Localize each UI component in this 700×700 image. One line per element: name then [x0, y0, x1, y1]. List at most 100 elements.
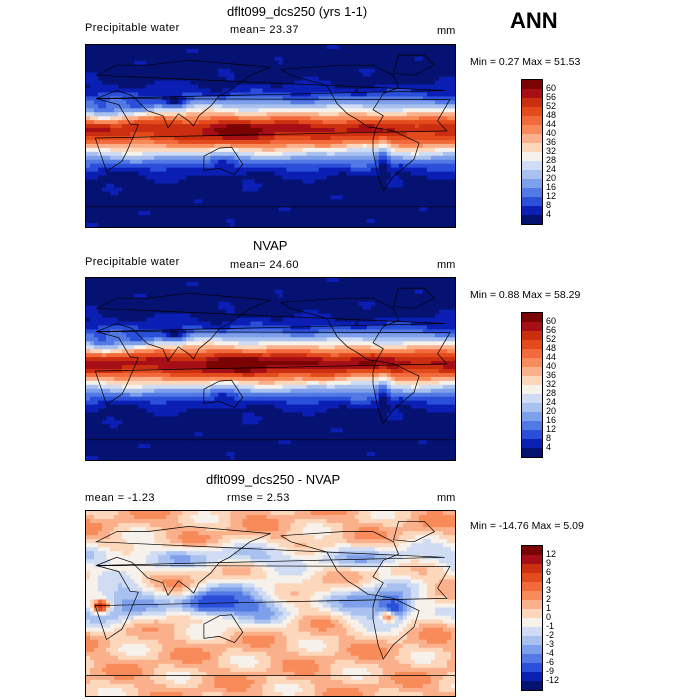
colorbar-tick-label: 28	[546, 387, 557, 398]
colorbar-tick-label: 9	[546, 557, 552, 568]
coastline	[372, 360, 420, 425]
panel2-title: NVAP	[253, 238, 288, 253]
colorbar-tick-label: 52	[546, 100, 557, 111]
colorbar-swatch	[522, 654, 542, 663]
colorbar-swatch	[522, 546, 542, 555]
colorbar-swatch	[522, 394, 542, 403]
colorbar-swatch	[522, 439, 542, 448]
colorbar-swatch	[522, 134, 542, 143]
panel3-field	[86, 511, 455, 696]
panel3-title: dflt099_dcs250 - NVAP	[206, 472, 341, 487]
colorbar-tick-label: -6	[546, 656, 555, 667]
colorbar-tick-label: -4	[546, 647, 555, 658]
coastline	[372, 127, 420, 192]
colorbar-swatch	[522, 98, 542, 107]
colorbar-tick-label: -3	[546, 638, 555, 649]
colorbar-tick-label: 8	[546, 432, 552, 443]
colorbar-tick-label: 56	[546, 324, 557, 335]
colorbar-swatch	[522, 143, 542, 152]
coastline	[203, 379, 244, 408]
colorbar-tick-label: 0	[546, 611, 552, 622]
colorbar-tick-label: 24	[546, 163, 557, 174]
colorbar-tick-label: 16	[546, 414, 557, 425]
panel2-colorbar	[521, 312, 543, 458]
colorbar-tick-label: 36	[546, 136, 557, 147]
panel2-minmax: Min = 0.88 Max = 58.29	[470, 289, 581, 301]
colorbar-swatch	[522, 188, 542, 197]
colorbar-tick-label: 12	[546, 548, 557, 559]
panel3-mean: mean = -1.23	[85, 492, 155, 504]
coastline	[393, 287, 436, 309]
colorbar-swatch	[522, 403, 542, 412]
colorbar-tick-label: 24	[546, 396, 557, 407]
colorbar-tick-label: 4	[546, 575, 552, 586]
colorbar-tick-label: 48	[546, 109, 557, 120]
colorbar-swatch	[522, 421, 542, 430]
colorbar-tick-label: -12	[546, 674, 560, 685]
colorbar-swatch	[522, 412, 542, 421]
panel1-colorbar	[521, 79, 543, 225]
colorbar-swatch	[522, 215, 542, 224]
panel1-variable: Precipitable water	[85, 22, 180, 34]
panel2-units: mm	[437, 259, 456, 271]
panel1-minmax: Min = 0.27 Max = 51.53	[470, 56, 581, 68]
colorbar-tick-label: 12	[546, 190, 557, 201]
panel3-units: mm	[437, 492, 456, 504]
colorbar-swatch	[522, 609, 542, 618]
colorbar-tick-label: -2	[546, 629, 555, 640]
colorbar-swatch	[522, 367, 542, 376]
colorbar-tick-label: 48	[546, 342, 557, 353]
coastline	[203, 614, 244, 644]
colorbar-tick-label: 20	[546, 405, 557, 416]
colorbar-tick-label: 56	[546, 91, 557, 102]
colorbar-swatch	[522, 564, 542, 573]
panel3-map	[85, 510, 456, 697]
colorbar-tick-label: 60	[546, 82, 557, 93]
colorbar-swatch	[522, 600, 542, 609]
coastline	[393, 520, 436, 543]
panel2-map	[85, 277, 456, 461]
panel3-colorbar	[521, 545, 543, 691]
colorbar-tick-label: -9	[546, 665, 555, 676]
panel2-field	[86, 278, 455, 460]
colorbar-swatch	[522, 591, 542, 600]
colorbar-swatch	[522, 376, 542, 385]
colorbar-tick-label: 36	[546, 369, 557, 380]
season-label: ANN	[510, 8, 558, 33]
colorbar-swatch	[522, 448, 542, 457]
colorbar-tick-label: 16	[546, 181, 557, 192]
colorbar-tick-label: 52	[546, 333, 557, 344]
colorbar-tick-label: 32	[546, 378, 557, 389]
panel1-map	[85, 44, 456, 228]
coastline	[96, 59, 445, 129]
colorbar-tick-label: 32	[546, 145, 557, 156]
coastline	[280, 531, 400, 596]
colorbar-tick-label: 44	[546, 351, 557, 362]
colorbar-swatch	[522, 681, 542, 690]
colorbar-swatch	[522, 197, 542, 206]
colorbar-swatch	[522, 152, 542, 161]
colorbar-tick-label: 20	[546, 172, 557, 183]
colorbar-swatch	[522, 349, 542, 358]
colorbar-swatch	[522, 89, 542, 98]
colorbar-swatch	[522, 672, 542, 681]
colorbar-tick-label: 1	[546, 602, 552, 613]
colorbar-tick-label: 4	[546, 208, 552, 219]
panel1-field	[86, 45, 455, 227]
colorbar-tick-label: 40	[546, 127, 557, 138]
colorbar-tick-label: 60	[546, 315, 557, 326]
colorbar-swatch	[522, 582, 542, 591]
panel3-minmax: Min = -14.76 Max = 5.09	[470, 520, 584, 532]
colorbar-swatch	[522, 573, 542, 582]
colorbar-swatch	[522, 206, 542, 215]
colorbar-swatch	[522, 107, 542, 116]
colorbar-swatch	[522, 358, 542, 367]
colorbar-swatch	[522, 179, 542, 188]
colorbar-tick-label: 3	[546, 584, 552, 595]
colorbar-swatch	[522, 663, 542, 672]
coastline	[94, 526, 445, 597]
colorbar-tick-label: 40	[546, 360, 557, 371]
colorbar-swatch	[522, 340, 542, 349]
colorbar-swatch	[522, 627, 542, 636]
colorbar-swatch	[522, 116, 542, 125]
